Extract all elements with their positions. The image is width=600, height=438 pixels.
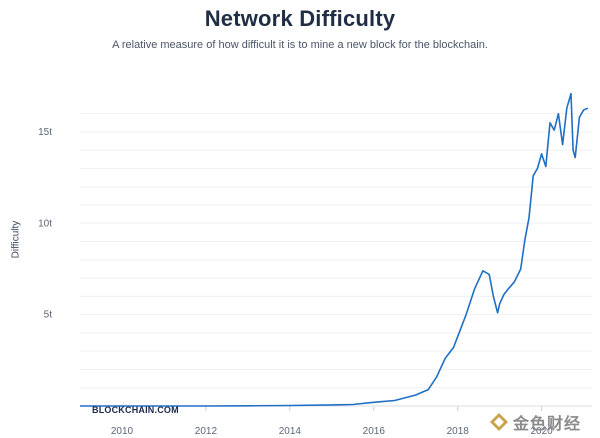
- x-tick-label: 2016: [363, 426, 386, 437]
- x-tick-label: 2010: [111, 426, 134, 437]
- x-tick-label: 2018: [447, 426, 470, 437]
- grid-lines: [80, 113, 592, 389]
- x-tick-labels: 2010 2012 2014 2016 2018 2020: [111, 406, 553, 437]
- difficulty-series-line: [80, 92, 589, 407]
- y-tick-label: 15t: [38, 127, 52, 138]
- chart-title: Network Difficulty: [204, 6, 396, 31]
- y-tick-labels: 5t 10t 15t: [38, 127, 52, 321]
- x-tick-label: 2012: [195, 426, 218, 437]
- chart-subtitle: A relative measure of how difficult it i…: [112, 39, 488, 51]
- blockchain-watermark: BLOCKCHAIN.COM: [92, 405, 179, 415]
- x-tick-label: 2014: [279, 426, 302, 437]
- brand-text: 金色财经: [513, 416, 582, 433]
- x-tick-label: 2020: [531, 426, 554, 437]
- y-tick-label: 10t: [38, 218, 52, 229]
- diamond-logo-icon: [489, 412, 509, 432]
- brand-logo: 金色财经: [489, 410, 581, 434]
- y-tick-label: 5t: [44, 310, 53, 321]
- series-group: [80, 92, 589, 407]
